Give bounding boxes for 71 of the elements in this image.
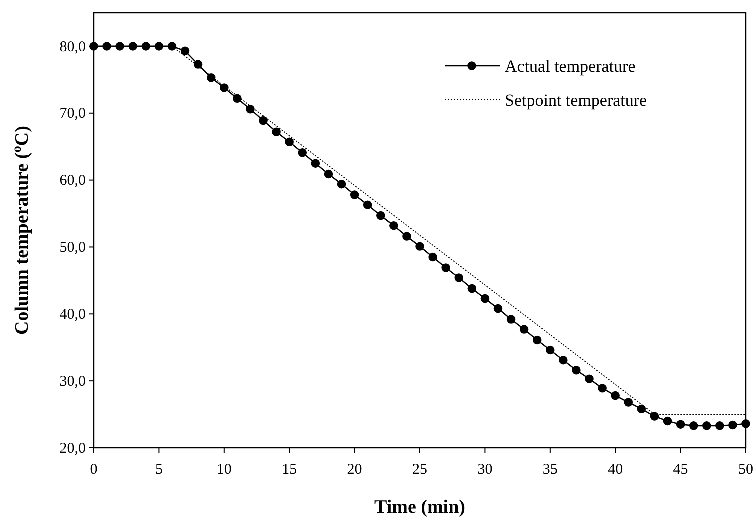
point <box>663 416 672 426</box>
x-tick-label: 0 <box>90 462 98 478</box>
point <box>324 170 334 179</box>
point <box>428 252 438 262</box>
point <box>116 42 124 51</box>
point <box>689 422 698 430</box>
x-tick-label: 35 <box>542 462 558 478</box>
point <box>598 384 607 393</box>
point <box>611 391 620 400</box>
x-tick-label: 5 <box>155 462 163 478</box>
point <box>402 232 412 241</box>
point <box>468 284 477 294</box>
point <box>246 105 255 114</box>
x-tick-label: 10 <box>216 462 232 478</box>
point <box>259 116 268 126</box>
point <box>585 374 594 384</box>
y-tick-label: 80,0 <box>60 39 86 56</box>
point <box>180 46 190 56</box>
point <box>532 336 542 345</box>
point <box>572 366 581 375</box>
y-tick-label: 70,0 <box>60 106 86 122</box>
x-tick-label: 45 <box>673 462 688 478</box>
point <box>480 294 490 304</box>
point <box>716 422 724 430</box>
point <box>168 42 177 51</box>
y-tick-label: 50,0 <box>60 240 86 256</box>
x-tick-label: 15 <box>282 462 298 478</box>
x-tick-label: 25 <box>412 462 428 478</box>
point <box>742 420 750 428</box>
point <box>390 221 398 230</box>
x-tick-label: 30 <box>478 462 493 478</box>
point <box>220 84 229 92</box>
point <box>233 94 242 104</box>
point <box>363 200 372 210</box>
point <box>142 42 151 51</box>
point <box>520 325 529 334</box>
point <box>442 264 450 272</box>
point <box>350 190 360 200</box>
point <box>376 211 386 220</box>
y-tick-label: 40,0 <box>60 306 86 323</box>
point <box>494 304 503 314</box>
point <box>298 148 308 158</box>
legend-label: Actual temperature <box>505 57 636 76</box>
point <box>454 274 464 282</box>
point <box>272 128 281 136</box>
point <box>285 138 294 147</box>
point <box>206 74 216 82</box>
point <box>650 412 660 421</box>
point <box>702 422 712 430</box>
x-axis-title: Time (min) <box>374 497 466 518</box>
y-tick-label: 20,0 <box>60 440 86 457</box>
point <box>546 346 555 355</box>
point <box>102 42 112 51</box>
x-tick-label: 40 <box>608 462 624 478</box>
point <box>728 420 738 430</box>
x-tick-label: 20 <box>347 462 362 478</box>
point <box>416 242 424 251</box>
point <box>128 42 138 51</box>
point <box>337 180 346 189</box>
point <box>154 42 164 51</box>
point <box>624 398 634 407</box>
point <box>311 159 320 168</box>
point <box>559 356 568 365</box>
y-tick-label: 60,0 <box>60 173 86 190</box>
y-tick-label: 30,0 <box>60 374 86 390</box>
point <box>676 420 686 429</box>
point <box>506 315 516 324</box>
x-tick-label: 50 <box>738 462 753 478</box>
point <box>637 404 646 414</box>
legend-label: Setpoint temperature <box>505 91 648 110</box>
point <box>194 60 203 69</box>
